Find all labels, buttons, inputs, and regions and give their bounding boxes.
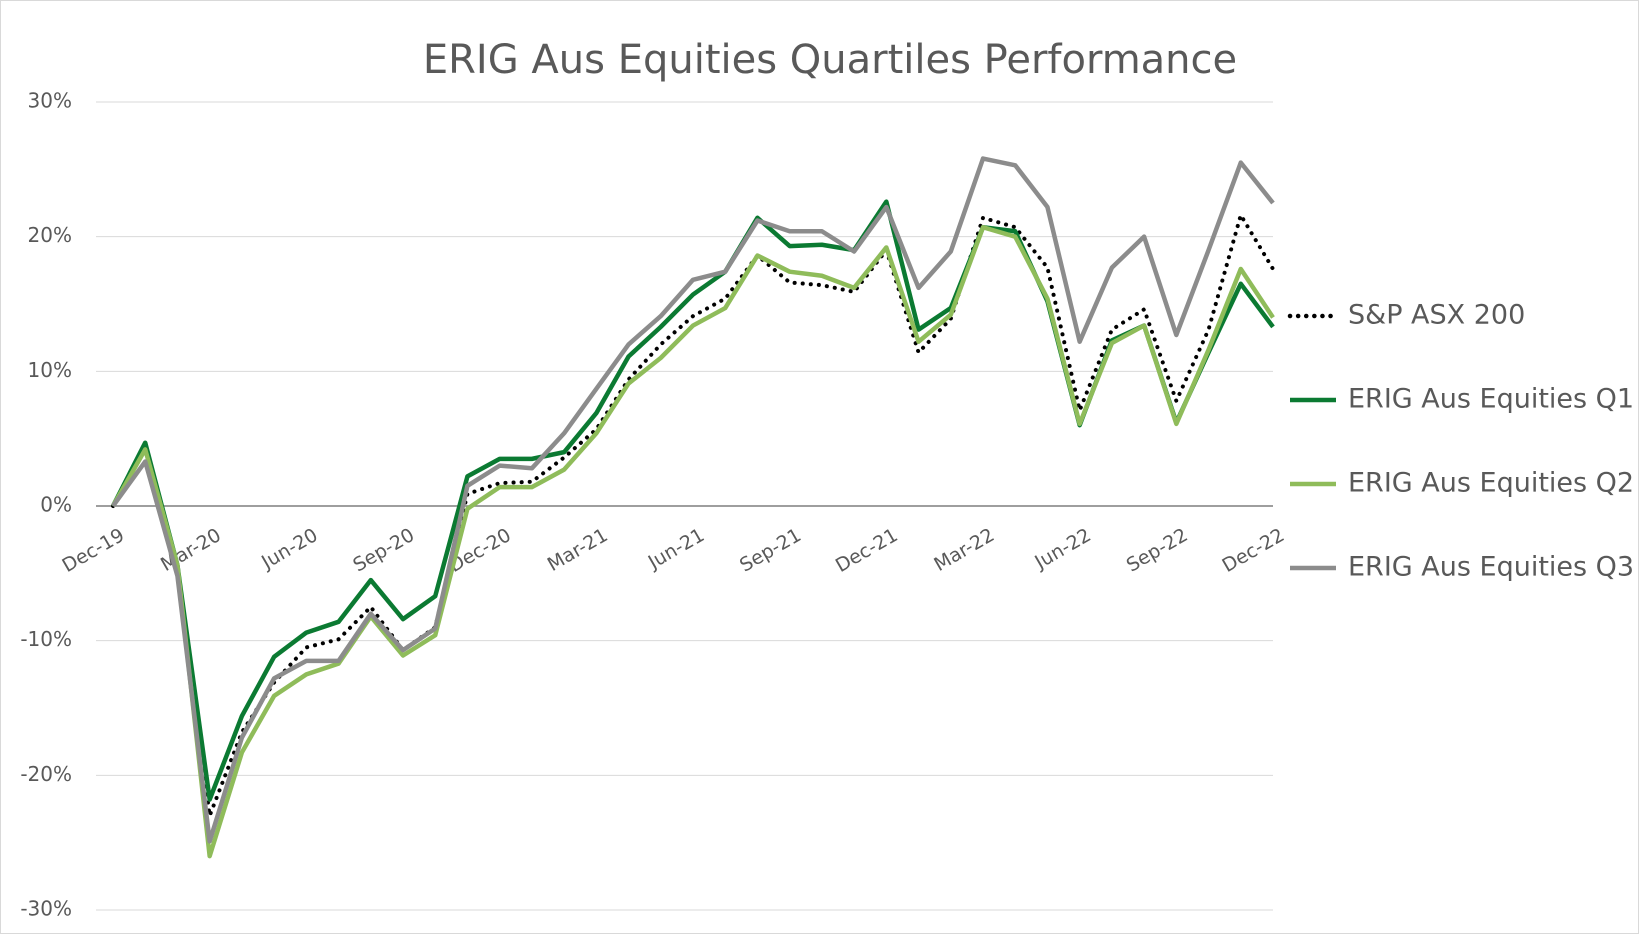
- legend-label: ERIG Aus Equities Q3: [1348, 552, 1634, 583]
- legend-label: ERIG Aus Equities Q2: [1348, 468, 1634, 499]
- y-tick-label: 30%: [28, 89, 72, 113]
- y-tick-label: -10%: [20, 627, 72, 651]
- y-tick-label: -20%: [20, 762, 72, 786]
- legend-label: S&P ASX 200: [1348, 300, 1525, 331]
- y-tick-label: 10%: [28, 358, 72, 382]
- y-tick-label: 20%: [28, 223, 72, 247]
- y-tick-label: -30%: [20, 897, 72, 921]
- legend-label: ERIG Aus Equities Q1: [1348, 384, 1634, 415]
- y-tick-label: 0%: [40, 493, 72, 517]
- series-line: [111, 213, 1275, 818]
- chart-title: ERIG Aus Equities Quartiles Performance: [423, 37, 1237, 83]
- series-line: [111, 156, 1275, 844]
- series-line: [111, 224, 1275, 859]
